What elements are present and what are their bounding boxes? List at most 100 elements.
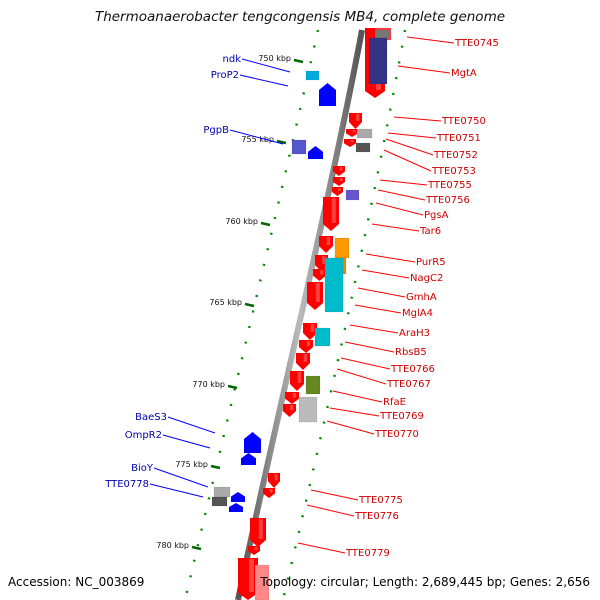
gene-leader-line	[344, 341, 395, 353]
gene-label: RbsB5	[395, 347, 427, 358]
gene-label: OmpR2	[125, 430, 162, 441]
gene-arrow-highlight	[310, 324, 315, 332]
gene-block	[356, 128, 373, 139]
gene-leader-line	[297, 542, 346, 554]
kbp-tick-label: 760 kbp	[225, 217, 258, 226]
gene-block	[254, 564, 270, 600]
gene-label: AraH3	[399, 328, 430, 339]
kbp-tick-label: 765 kbp	[209, 298, 242, 307]
gene-label: NagC2	[410, 273, 443, 284]
kbp-tick-mark	[293, 58, 304, 64]
gene-label: PurR5	[416, 257, 446, 268]
accession-text: Accession: NC_003869	[8, 575, 145, 589]
gene-arrow-highlight	[315, 283, 320, 302]
gene-block	[345, 189, 360, 201]
gene-arrow-reverse	[323, 197, 339, 231]
gene-arrow-highlight	[297, 372, 302, 383]
gene-label: MglA4	[402, 308, 433, 319]
gene-leader-line	[229, 129, 284, 145]
left-dotted-track	[183, 29, 320, 600]
gene-leader-line	[371, 223, 420, 232]
gene-arrow-highlight	[258, 519, 263, 539]
kbp-tick-mark	[191, 545, 202, 551]
gene-arrow-highlight	[303, 354, 308, 362]
gene-arrow-forward	[241, 453, 256, 465]
gene-arrow-reverse	[290, 371, 304, 391]
gene-label: BaeS3	[135, 412, 167, 423]
gene-leader-line	[239, 74, 289, 87]
gene-block	[298, 396, 318, 423]
gene-leader-line	[361, 269, 410, 279]
gene-label: ndk	[223, 54, 242, 65]
genome-strand	[235, 29, 365, 600]
gene-label: TTE0767	[386, 379, 431, 390]
gene-leader-line	[377, 189, 426, 201]
gene-leader-line	[162, 434, 211, 449]
gene-arrow-reverse	[332, 187, 343, 196]
gene-arrow-highlight	[254, 547, 258, 550]
gene-arrow-reverse	[283, 404, 296, 417]
gene-arrow-highlight	[331, 198, 336, 223]
gene-arrow-reverse	[319, 236, 333, 253]
gene-leader-line	[387, 132, 437, 139]
gene-arrow-reverse	[285, 392, 299, 404]
gene-arrow-highlight	[292, 393, 297, 398]
gene-block	[374, 29, 390, 39]
gene-arrow-highlight	[320, 270, 324, 275]
gene-leader-line	[375, 202, 424, 216]
kbp-tick-mark	[227, 384, 238, 390]
gene-label: TTE0778	[104, 479, 149, 490]
gene-label: RfaE	[383, 397, 406, 408]
gene-arrow-highlight	[356, 114, 360, 121]
gene-arrow-highlight	[269, 489, 273, 493]
gene-leader-line	[332, 390, 383, 403]
kbp-tick-label: 750 kbp	[258, 54, 291, 63]
gene-leader-line	[336, 368, 387, 385]
gene-leader-line	[365, 253, 416, 263]
gene-leader-line	[306, 504, 355, 517]
gene-arrow-forward	[308, 146, 323, 159]
kbp-tick-mark	[244, 302, 255, 308]
gene-leader-line	[340, 357, 391, 370]
kbp-tick-mark	[276, 139, 287, 145]
gene-block	[324, 257, 344, 313]
gene-leader-line	[149, 483, 204, 498]
gene-label: TTE0776	[354, 511, 399, 522]
gene-block	[305, 375, 321, 395]
gene-arrow-reverse	[333, 177, 345, 186]
gene-leader-line	[153, 467, 209, 488]
gene-label: TTE0770	[374, 429, 419, 440]
kbp-tick-label: 755 kbp	[241, 135, 274, 144]
gene-arrow-reverse	[349, 113, 362, 129]
gene-arrow-forward	[319, 83, 336, 106]
gene-leader-line	[329, 407, 380, 417]
gene-leader-line	[349, 324, 399, 334]
gene-label: TTE0753	[431, 166, 476, 177]
gene-arrow-reverse	[307, 282, 323, 310]
gene-arrow-forward	[229, 503, 243, 512]
gene-arrow-reverse	[299, 340, 313, 353]
gene-label: TTE0769	[379, 411, 424, 422]
map-title: Thermoanaerobacter tengcongensis MB4, co…	[94, 9, 506, 25]
gene-block	[355, 142, 371, 153]
right-dotted-track	[281, 29, 407, 600]
gene-block	[305, 70, 320, 81]
gene-arrow-highlight	[322, 256, 326, 264]
gene-label: MgtA	[451, 68, 477, 79]
gene-leader-line	[326, 420, 375, 435]
gene-label: Tar6	[419, 226, 441, 237]
gene-label: TTE0755	[427, 180, 472, 191]
gene-label: GmhA	[406, 292, 437, 303]
gene-block	[314, 327, 331, 347]
kbp-tick-mark	[210, 464, 221, 470]
gene-block	[211, 496, 228, 507]
gene-arrow-reverse	[250, 518, 266, 547]
gene-arrow-highlight	[350, 140, 354, 143]
gene-leader-line	[241, 58, 291, 73]
gene-arrow-highlight	[306, 341, 311, 347]
gene-arrow-reverse	[333, 166, 345, 176]
gene-arrow-highlight	[326, 237, 331, 245]
gene-block	[334, 237, 350, 259]
